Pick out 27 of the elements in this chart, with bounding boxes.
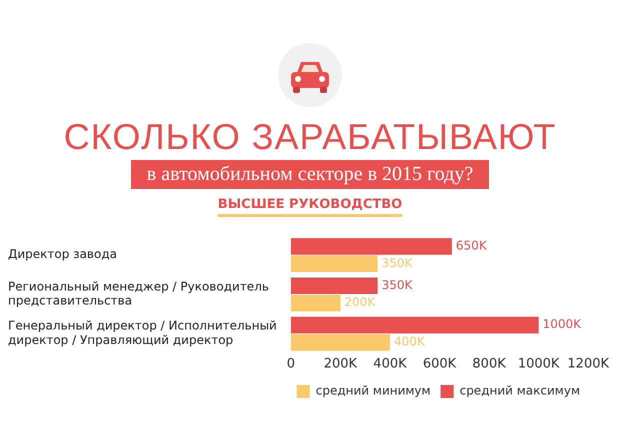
x-tick-label: 0 xyxy=(286,356,295,372)
data-label: 350K xyxy=(382,278,414,292)
data-label: 400K xyxy=(394,334,426,349)
data-label: 200K xyxy=(344,295,376,310)
bar xyxy=(290,316,539,334)
x-tick-label: 1200K xyxy=(567,356,610,372)
y-tick-label: Региональный менеджер / Руководитель представительства xyxy=(8,279,269,308)
x-tick-label: 1000K xyxy=(518,356,560,372)
x-tick-label: 600K xyxy=(422,356,457,372)
data-label: 650K xyxy=(456,238,488,253)
x-tick-label: 400K xyxy=(373,356,408,372)
bar xyxy=(290,238,452,255)
y-tick-label: Генеральный директор / Исполнительный директор / Управляющий директор xyxy=(8,318,277,348)
x-tick-label: 800K xyxy=(472,356,506,372)
bar xyxy=(290,294,340,312)
legend-label: средний максимум xyxy=(460,384,580,398)
y-tick-label: Директор завода xyxy=(8,247,117,262)
bar xyxy=(290,255,378,272)
bar xyxy=(290,334,390,351)
chart-title: СКОЛЬКО ЗАРАБАТЫВАЮТ xyxy=(62,116,558,158)
x-tick-label: 200K xyxy=(324,356,358,372)
text: ВЫСШЕЕ РУКОВОДСТВО xyxy=(218,197,402,217)
bar xyxy=(290,277,378,294)
data-label: 350K xyxy=(382,256,414,270)
data-label: 1000K xyxy=(542,317,582,332)
legend-label: средний минимум xyxy=(316,384,431,398)
chart-subtitle: в автомобильном секторе в 2015 году? xyxy=(130,160,490,189)
